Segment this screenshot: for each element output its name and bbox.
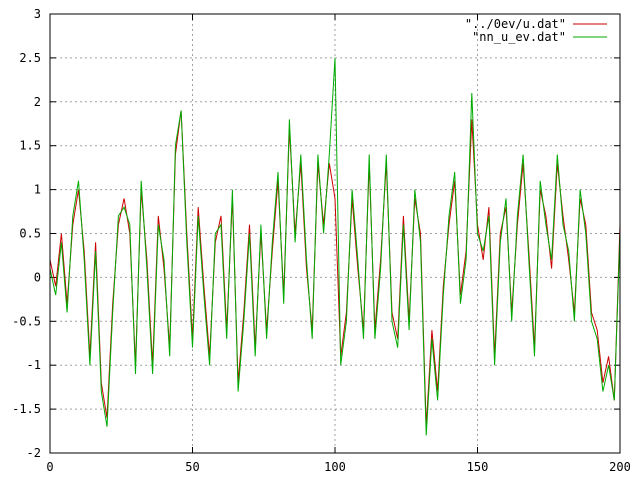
x-axis-tick-labels: 0 50 100 150 200 <box>46 460 630 474</box>
y-tick-label: 0 <box>34 270 41 284</box>
x-tick-label: 200 <box>609 460 631 474</box>
legend-label: "../0ev/u.dat" <box>465 17 566 31</box>
y-axis-tick-labels: 3 2.5 2 1.5 1 0.5 0 -0.5 -1 -1.5 -2 <box>12 7 41 460</box>
y-tick-label: -1.5 <box>12 402 41 416</box>
y-tick-label: 0.5 <box>19 227 41 241</box>
x-tick-label: 100 <box>324 460 346 474</box>
x-tick-label: 50 <box>185 460 199 474</box>
x-tick-label: 0 <box>46 460 53 474</box>
y-tick-label: -1 <box>27 358 41 372</box>
plot-frame <box>49 13 621 454</box>
x-tick-label: 150 <box>467 460 489 474</box>
series-line-2 <box>49 57 621 436</box>
y-tick-label: -0.5 <box>12 314 41 328</box>
y-tick-label: 1.5 <box>19 139 41 153</box>
y-tick-label: 3 <box>34 7 41 21</box>
legend-label: "nn_u_ev.dat" <box>472 30 566 44</box>
series-lines <box>49 57 621 436</box>
y-tick-label: 1 <box>34 183 41 197</box>
y-tick-label: -2 <box>27 446 41 460</box>
grid <box>50 14 620 453</box>
legend: "../0ev/u.dat""nn_u_ev.dat" <box>465 17 607 44</box>
y-tick-label: 2 <box>34 95 41 109</box>
y-tick-label: 2.5 <box>19 51 41 65</box>
